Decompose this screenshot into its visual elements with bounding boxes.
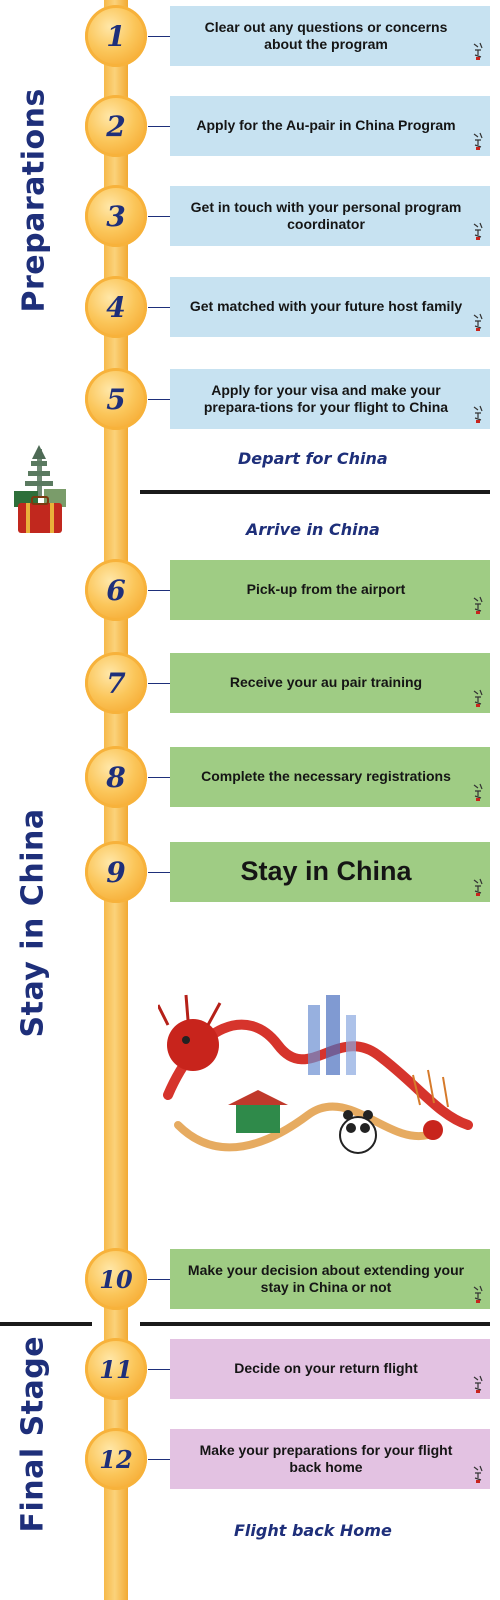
stamp-icon: [473, 222, 483, 240]
step-card-7: Receive your au pair training: [170, 653, 490, 713]
step-number-7: 7: [85, 652, 147, 714]
step-number-11: 11: [85, 1338, 147, 1400]
stamp-icon: [473, 132, 483, 150]
luggage-illustration: [14, 445, 66, 533]
step-card-5: Apply for your visa and make your prepar…: [170, 369, 490, 429]
step-connector: [148, 777, 170, 778]
step-number-4: 4: [85, 276, 147, 338]
step-card-12: Make your preparations for your flight b…: [170, 1429, 490, 1489]
step-card-10: Make your decision about extending your …: [170, 1249, 490, 1309]
milestone-home: Flight back Home: [234, 1521, 392, 1540]
step-text: Get matched with your future host family: [189, 298, 463, 315]
stage-label-preparations: Preparations: [16, 88, 52, 313]
step-connector: [148, 126, 170, 127]
step-card-11: Decide on your return flight: [170, 1339, 490, 1399]
step-text: Complete the necessary registrations: [201, 768, 451, 785]
step-number-8: 8: [85, 746, 147, 808]
step-text: Decide on your return flight: [234, 1360, 418, 1377]
divider-final-left: [0, 1322, 92, 1326]
milestone-depart: Depart for China: [238, 449, 388, 468]
step-card-6: Pick-up from the airport: [170, 560, 490, 620]
dragon-illustration: [158, 994, 473, 1154]
step-text: Pick-up from the airport: [246, 581, 406, 598]
stamp-icon: [473, 313, 483, 331]
stamp-icon: [473, 783, 483, 801]
stamp-icon: [473, 1285, 483, 1303]
stamp-icon: [473, 878, 483, 896]
step-text: Make your decision about extending your …: [187, 1261, 465, 1296]
step-text: Receive your au pair training: [229, 674, 423, 691]
step-card-2: Apply for the Au-pair in China Program: [170, 96, 490, 156]
stamp-icon: [473, 405, 483, 423]
step-text: Stay in China: [240, 856, 412, 887]
step-connector: [148, 307, 170, 308]
divider-final-right: [140, 1322, 490, 1326]
step-number-1: 1: [85, 5, 147, 67]
step-number-3: 3: [85, 185, 147, 247]
stamp-icon: [473, 42, 483, 60]
stamp-icon: [473, 1465, 483, 1483]
step-connector: [148, 36, 170, 37]
step-connector: [148, 216, 170, 217]
step-card-4: Get matched with your future host family: [170, 277, 490, 337]
step-card-8: Complete the necessary registrations: [170, 747, 490, 807]
step-number-10: 10: [85, 1248, 147, 1310]
step-number-6: 6: [85, 559, 147, 621]
stamp-icon: [473, 689, 483, 707]
step-connector: [148, 1459, 170, 1460]
step-connector: [148, 872, 170, 873]
stamp-icon: [473, 596, 483, 614]
divider-depart: [140, 490, 490, 494]
step-connector: [148, 1369, 170, 1370]
step-number-5: 5: [85, 368, 147, 430]
stamp-icon: [473, 1375, 483, 1393]
step-number-2: 2: [85, 95, 147, 157]
stage-label-final: Final Stage: [15, 1335, 51, 1533]
step-connector: [148, 399, 170, 400]
step-text: Apply for the Au-pair in China Program: [196, 117, 456, 134]
step-number-9: 9: [85, 841, 147, 903]
step-card-1: Clear out any questions or concerns abou…: [170, 6, 490, 66]
step-card-9: Stay in China: [170, 842, 490, 902]
step-text: Make your preparations for your flight b…: [199, 1441, 453, 1476]
step-connector: [148, 683, 170, 684]
step-card-3: Get in touch with your personal program …: [170, 186, 490, 246]
step-text: Clear out any questions or concerns abou…: [204, 18, 448, 53]
step-connector: [148, 590, 170, 591]
step-text: Apply for your visa and make your prepar…: [203, 381, 449, 416]
step-number-12: 12: [85, 1428, 147, 1490]
step-text: Get in touch with your personal program …: [190, 198, 462, 233]
step-connector: [148, 1279, 170, 1280]
milestone-arrive: Arrive in China: [246, 520, 380, 539]
stage-label-stay: Stay in China: [15, 808, 51, 1038]
